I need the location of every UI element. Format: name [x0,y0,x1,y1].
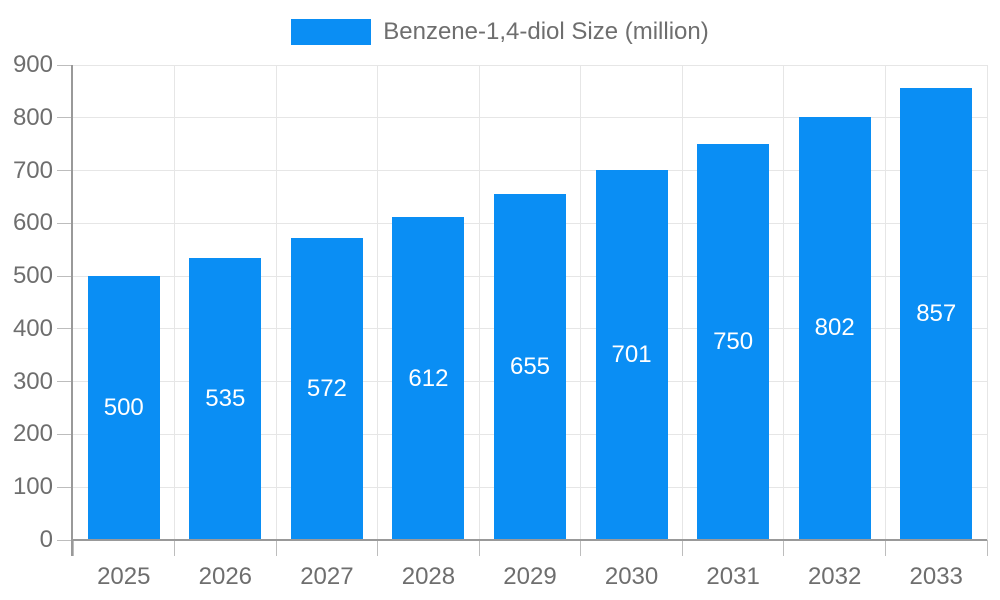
gridline-horizontal [73,64,987,66]
bar-value-label: 701 [611,341,652,368]
legend-label: Benzene-1,4-diol Size (million) [383,18,709,45]
y-axis-tick [57,64,73,66]
y-axis-tick [57,433,73,435]
y-axis-tick-label: 200 [12,420,53,448]
legend[interactable]: Benzene-1,4-diol Size (million) [0,18,1000,46]
x-axis-tick-label: 2027 [300,563,354,590]
bar-value-label: 500 [103,394,144,422]
gridline-vertical [884,65,886,540]
y-axis-tick-label: 400 [12,314,53,342]
gridline-horizontal [73,170,987,172]
x-axis-tick [884,540,886,556]
x-axis-tick [986,540,988,556]
gridline-vertical [783,65,785,540]
x-axis-tick-label: 2031 [706,563,760,590]
gridline-vertical [275,65,277,540]
x-axis-tick-label: 2030 [604,563,659,590]
gridline-vertical [377,65,379,540]
x-axis-line [71,539,987,541]
legend-swatch [291,19,372,45]
bar-value-label: 612 [408,364,449,392]
y-axis-tick-label: 800 [12,103,53,131]
y-axis-line [71,65,73,556]
y-axis-tick-label: 900 [12,51,53,78]
gridline-horizontal [73,117,987,119]
x-axis-tick-label: 2026 [198,563,253,590]
x-axis-tick [377,540,379,556]
gridline-vertical [478,65,480,540]
y-axis-tick [57,486,73,488]
y-axis-tick-label: 0 [39,526,53,553]
y-axis-tick-label: 700 [12,156,53,184]
y-axis-tick-label: 100 [12,473,53,501]
gridline-vertical [681,65,683,540]
bar-2027[interactable] [290,238,363,540]
gridline-vertical [580,65,582,540]
y-axis-tick-label: 500 [12,262,53,290]
bar-value-label: 535 [205,384,246,412]
y-axis-tick [57,117,73,119]
y-axis-tick-label: 300 [12,367,53,395]
x-axis-tick [275,540,277,556]
bar-2025[interactable] [87,276,160,540]
bar-2028[interactable] [392,217,465,540]
x-axis-tick [72,540,74,556]
bar-2032[interactable] [798,116,871,540]
y-axis-tick [57,381,73,383]
y-axis-tick [57,170,73,172]
bar-value-label: 655 [509,353,551,381]
x-axis-tick [783,540,785,556]
y-axis-tick [57,222,73,224]
y-axis-tick-label: 600 [12,209,53,237]
x-axis-tick-label: 2033 [909,563,963,590]
bar-2031[interactable] [697,144,770,540]
bar-2029[interactable] [494,194,566,540]
bar-2026[interactable] [189,257,262,540]
x-axis-tick [174,540,176,556]
x-axis-tick [681,540,683,556]
y-axis-tick [57,539,73,541]
bar-value-label: 750 [713,328,754,356]
bar-value-label: 572 [306,375,347,403]
y-axis-tick [57,328,73,330]
y-axis-tick [57,275,73,277]
bar-2033[interactable] [900,87,973,540]
x-axis-tick-label: 2025 [97,563,151,590]
x-axis-tick-label: 2028 [401,563,456,590]
x-axis-tick-label: 2032 [807,563,862,590]
gridline-vertical [174,65,176,540]
x-axis-tick [580,540,582,556]
bar-value-label: 857 [916,299,957,327]
bar-value-label: 802 [814,314,855,342]
x-axis-tick [478,540,480,556]
bar-2030[interactable] [595,170,668,540]
gridline-vertical [986,65,988,540]
x-axis-tick-label: 2029 [503,563,557,590]
